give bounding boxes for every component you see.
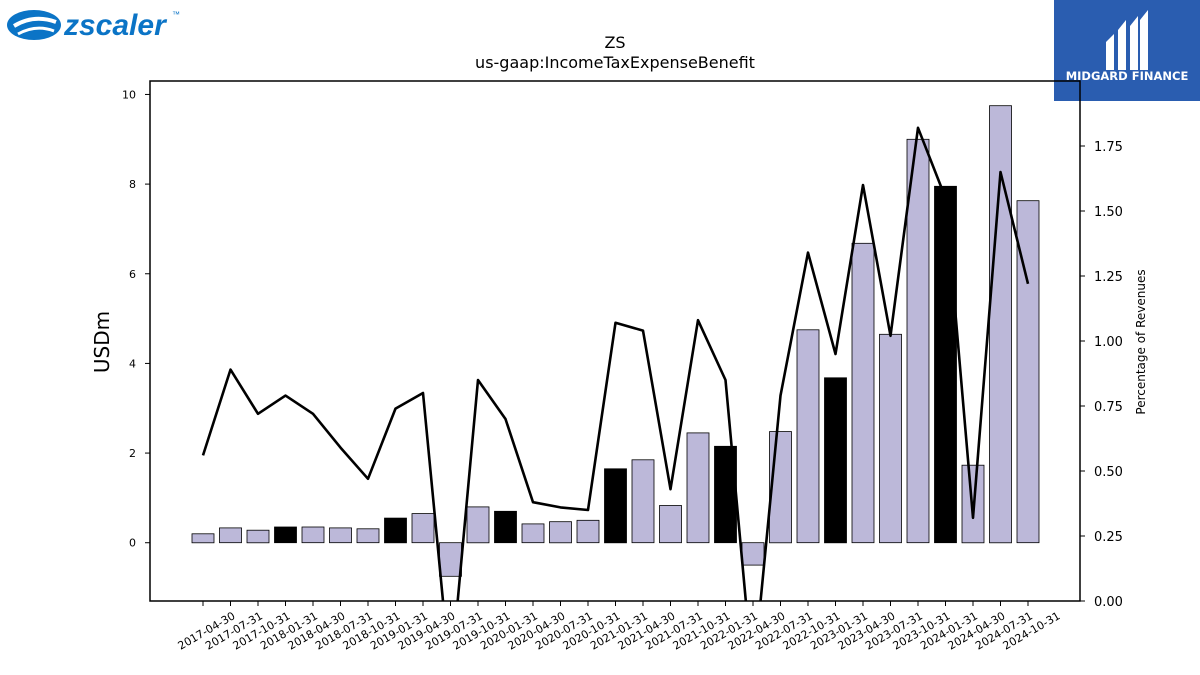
- bar-2017-07-31: [219, 527, 242, 544]
- bar-2023-10-31: [906, 138, 930, 544]
- y-tick-label: 8: [129, 178, 136, 191]
- bar-2018-07-31: [329, 527, 352, 544]
- y-tick-label: 2: [129, 447, 136, 460]
- bar-2018-10-31: [356, 528, 380, 544]
- bar-2020-07-31: [549, 521, 572, 544]
- y-axis-label: USDm: [90, 311, 114, 373]
- bar-2022-10-31: [796, 329, 820, 544]
- percentage-of-revenues-line: [201, 126, 1030, 601]
- bar-2023-04-30: [851, 242, 875, 544]
- bar-2021-01-31: [604, 468, 627, 544]
- bar-2017-10-31: [246, 529, 270, 544]
- y2-tick-label: 1.25: [1094, 270, 1123, 285]
- bar-2021-04-30: [631, 459, 655, 544]
- y2-tick-label: 0.50: [1094, 465, 1123, 480]
- midgard-finance-logo: MIDGARD FINANCE: [1054, 0, 1200, 101]
- y2-tick-label: 1.00: [1094, 335, 1123, 350]
- bar-2023-07-31: [879, 333, 902, 544]
- bar-2019-10-31: [466, 506, 490, 544]
- bar-2019-07-31: [439, 542, 462, 577]
- zscaler-cloud-icon: [7, 10, 61, 40]
- zscaler-logo: zscaler ™: [7, 9, 180, 42]
- y2-tick-label: 0.00: [1094, 595, 1123, 610]
- bar-2021-07-31: [659, 505, 682, 544]
- midgard-finance-text: MIDGARD FINANCE: [1066, 69, 1189, 83]
- bar-2018-04-30: [301, 526, 325, 544]
- y-tick-label: 10: [122, 88, 136, 101]
- bar-2024-01-31: [934, 185, 957, 544]
- bar-2022-04-30: [741, 542, 765, 566]
- bar-2019-01-31: [384, 517, 407, 544]
- chart-subtitle: us-gaap:IncomeTaxExpenseBenefit: [475, 53, 755, 72]
- zscaler-trademark: ™: [172, 10, 180, 19]
- bar-2017-04-30: [191, 533, 215, 544]
- y2-axis-label: Percentage of Revenues: [1134, 269, 1148, 414]
- y-tick-label: 0: [129, 537, 136, 550]
- y-tick-label: 6: [129, 268, 136, 281]
- y-tick-label: 4: [129, 357, 136, 370]
- bar-2023-01-31: [824, 377, 847, 544]
- midgard-emblem-icon: [1106, 10, 1148, 70]
- bar-2018-01-31: [274, 526, 297, 544]
- bar-2019-04-30: [411, 513, 435, 544]
- bar-2021-10-31: [686, 432, 710, 544]
- y2-tick-label: 1.50: [1094, 205, 1123, 220]
- y2-tick-label: 1.75: [1094, 140, 1123, 155]
- zscaler-logo-text: zscaler: [63, 9, 168, 42]
- bar-2024-10-31: [1016, 200, 1040, 544]
- bar-2020-10-31: [576, 519, 600, 544]
- bar-2020-01-31: [494, 510, 517, 544]
- y2-tick-label: 0.75: [1094, 400, 1123, 415]
- chart-title: ZS: [604, 33, 625, 52]
- bar-2020-04-30: [521, 523, 545, 544]
- y2-tick-label: 0.25: [1094, 530, 1123, 545]
